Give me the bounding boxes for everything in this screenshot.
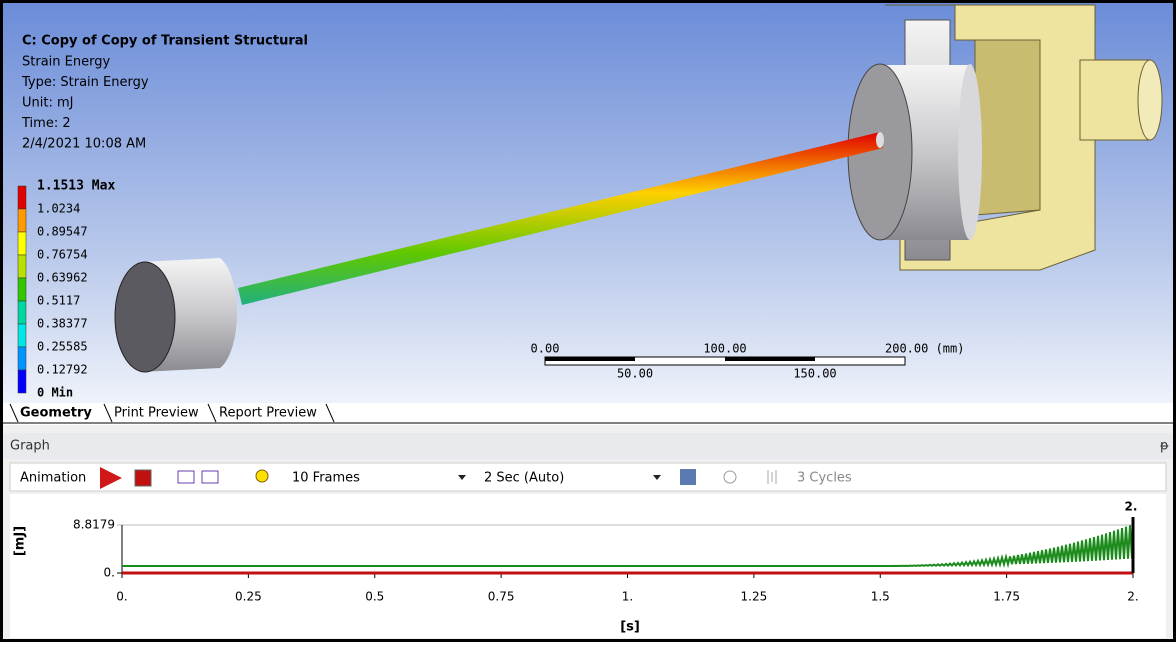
y-tick-label: 8.8179	[73, 518, 115, 532]
frames-value: 10 Frames	[292, 471, 360, 486]
result-info: Time: 2	[21, 116, 71, 131]
time-marker-label: 2.	[1125, 500, 1138, 514]
legend-swatch	[18, 324, 26, 347]
legend-label: 0.38377	[37, 317, 88, 331]
legend-swatch	[18, 301, 26, 324]
y-tick-label: 0.	[104, 566, 115, 580]
x-tick-label: 0.5	[365, 590, 384, 604]
legend-label: 0 Min	[37, 386, 73, 400]
hub-back	[958, 64, 982, 240]
scale-bar-seg	[725, 357, 815, 361]
cycles-value: 3 Cycles	[797, 471, 852, 486]
scale-label: 100.00	[703, 342, 746, 356]
stop-button[interactable]	[135, 470, 151, 486]
legend-swatch	[18, 370, 26, 393]
weight-face	[115, 262, 175, 372]
scale-label: 0.00	[531, 342, 560, 356]
scale-label: 150.00	[793, 367, 836, 381]
toolbar-label: Animation	[20, 471, 86, 486]
tab[interactable]: Report Preview	[219, 406, 317, 421]
x-tick-label: 0.25	[235, 590, 262, 604]
legend-swatch	[18, 186, 26, 209]
shaft-end	[1138, 60, 1162, 140]
export-button[interactable]	[680, 469, 696, 485]
x-tick-label: 1.25	[741, 590, 768, 604]
legend-label: 0.5117	[37, 294, 80, 308]
scale-label: 200.00 (mm)	[885, 342, 964, 356]
legend-swatch	[18, 278, 26, 301]
tab[interactable]: Geometry	[20, 406, 92, 421]
legend-label: 0.89547	[37, 225, 88, 239]
legend-label: 1.0234	[37, 202, 80, 216]
result-info: Strain Energy	[22, 55, 110, 70]
x-axis-label: [s]	[620, 620, 640, 635]
scale-label: 50.00	[617, 367, 653, 381]
x-tick-label: 0.	[116, 590, 127, 604]
result-info: Type: Strain Energy	[21, 75, 149, 90]
legend-label: 0.25585	[37, 340, 88, 354]
legend-label: 0.76754	[37, 248, 88, 262]
x-tick-label: 1.	[622, 590, 633, 604]
panel-header	[3, 433, 1173, 459]
result-info: 2/4/2021 10:08 AM	[22, 137, 146, 152]
legend-label: 1.1513 Max	[37, 179, 115, 194]
legend-label: 0.63962	[37, 271, 88, 285]
frame-inner	[975, 40, 1040, 215]
page: C: Copy of Copy of Transient Structural …	[0, 0, 1176, 642]
panel-title: Graph	[10, 439, 50, 454]
x-tick-label: 0.75	[488, 590, 515, 604]
pin-icon[interactable]: ᵽ	[1160, 439, 1169, 454]
x-tick-label: 2.	[1127, 590, 1138, 604]
x-tick-label: 1.75	[993, 590, 1020, 604]
x-tick-label: 1.5	[871, 590, 890, 604]
duration-value: 2 Sec (Auto)	[484, 471, 564, 486]
legend-label: 0.12792	[37, 363, 88, 377]
tab[interactable]: Print Preview	[114, 406, 199, 421]
result-info: Unit: mJ	[22, 96, 73, 111]
legend-swatch	[18, 232, 26, 255]
result-title: C: Copy of Copy of Transient Structural	[22, 34, 308, 49]
y-axis-label: [mJ]	[13, 526, 28, 556]
app: C: Copy of Copy of Transient Structural …	[0, 0, 1176, 642]
legend-swatch	[18, 209, 26, 232]
legend-swatch	[18, 255, 26, 278]
rod-tip	[876, 132, 884, 148]
scale-bar-seg	[545, 357, 635, 361]
legend-swatch	[18, 347, 26, 370]
bulb-button[interactable]	[256, 470, 268, 482]
